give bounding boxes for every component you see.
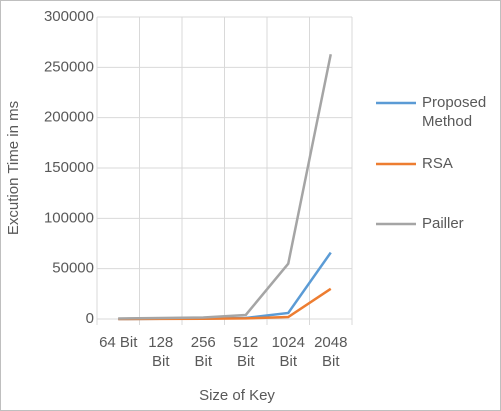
x-tick-label: 256 Bit bbox=[190, 334, 216, 370]
x-axis-title: Size of Key bbox=[199, 387, 275, 404]
y-tick-label: 300000 bbox=[44, 8, 94, 25]
legend-label: RSA bbox=[422, 155, 453, 172]
x-tick-label: 128 Bit bbox=[148, 334, 174, 370]
y-tick-label: 200000 bbox=[44, 109, 94, 126]
y-tick-label: 50000 bbox=[52, 260, 94, 277]
y-tick-label: 250000 bbox=[44, 58, 94, 75]
x-tick-label: 1024 Bit bbox=[271, 334, 305, 370]
y-tick-label: 150000 bbox=[44, 159, 94, 176]
x-tick-label: 512 Bit bbox=[233, 334, 259, 370]
y-tick-label: 100000 bbox=[44, 209, 94, 226]
series-line bbox=[118, 53, 332, 320]
x-tick-label: 2048 Bit bbox=[314, 334, 348, 370]
x-tick-label: 64 Bit bbox=[99, 334, 138, 351]
y-tick-label: 0 bbox=[86, 310, 94, 327]
legend-label: Proposed Method bbox=[422, 94, 487, 130]
y-axis-title: Excution Time in ms bbox=[5, 101, 22, 235]
legend-label: Pailler bbox=[422, 215, 464, 232]
